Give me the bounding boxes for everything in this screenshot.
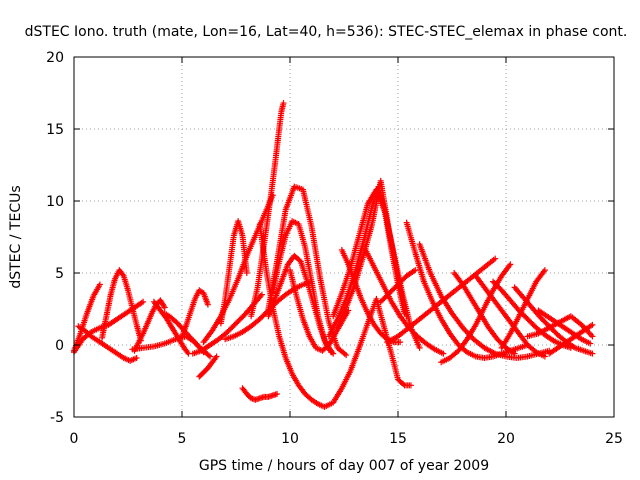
series-track xyxy=(256,221,414,410)
x-axis-label: GPS time / hours of day 007 of year 2009 xyxy=(199,458,489,474)
data-point xyxy=(589,321,596,328)
chart-title: dSTEC Iono. truth (mate, Lon=16, Lat=40,… xyxy=(25,24,628,40)
x-tick-labels: 0 5 10 15 20 25 xyxy=(70,431,623,447)
series-track xyxy=(416,241,553,361)
series-track xyxy=(217,218,250,327)
data-point xyxy=(96,281,103,288)
data-point xyxy=(587,340,594,347)
data-point xyxy=(330,350,337,357)
data-point xyxy=(133,354,140,361)
series-track xyxy=(196,353,220,380)
data-point xyxy=(407,382,414,389)
series-track xyxy=(248,100,287,320)
series-track xyxy=(75,323,140,364)
data-point xyxy=(205,352,212,359)
data-point xyxy=(400,381,407,388)
series-track xyxy=(330,186,423,351)
x-tick-label: 20 xyxy=(497,431,515,447)
series-track xyxy=(99,267,144,344)
series-track xyxy=(451,270,518,357)
data-point xyxy=(440,350,447,357)
data-point xyxy=(588,331,595,338)
plot-frame xyxy=(73,56,615,418)
data-point xyxy=(213,353,220,360)
series-track xyxy=(384,255,499,346)
data-point xyxy=(541,353,548,360)
series-track xyxy=(377,267,419,305)
data-point xyxy=(586,330,593,337)
data-point xyxy=(280,100,287,107)
series-track xyxy=(265,183,350,359)
data-points xyxy=(71,100,596,410)
data-point xyxy=(258,291,265,298)
y-tick-label: 5 xyxy=(55,266,64,282)
y-tick-label: 20 xyxy=(46,50,64,66)
data-point xyxy=(507,261,514,268)
data-point xyxy=(511,350,518,357)
y-tick-label: -5 xyxy=(50,410,64,426)
data-point xyxy=(308,278,315,285)
data-point xyxy=(541,267,548,274)
series-track xyxy=(524,313,596,340)
x-tick-label: 0 xyxy=(70,431,79,447)
series-track xyxy=(179,287,211,340)
data-point xyxy=(397,339,404,346)
x-tick-label: 10 xyxy=(281,431,299,447)
y-tick-label: 15 xyxy=(46,122,64,138)
data-point xyxy=(243,270,250,276)
y-axis-label: dSTEC / TECUs xyxy=(8,185,24,288)
data-point xyxy=(343,352,350,359)
series-track xyxy=(239,385,281,403)
data-point xyxy=(161,304,168,311)
data-point xyxy=(416,344,423,351)
data-point xyxy=(140,298,147,305)
series-track xyxy=(438,261,514,366)
data-point xyxy=(207,353,214,360)
x-tick-label: 25 xyxy=(605,431,623,447)
grid-lines xyxy=(74,57,614,417)
data-point xyxy=(589,333,596,340)
x-tick-label: 5 xyxy=(178,431,187,447)
data-point xyxy=(589,350,596,357)
data-point xyxy=(492,255,499,262)
axis-ticks xyxy=(73,56,615,418)
y-tick-label: 10 xyxy=(46,194,64,210)
data-point xyxy=(412,267,419,274)
y-tick-labels: -5 0 5 10 15 20 xyxy=(46,50,64,426)
data-point xyxy=(204,301,211,308)
x-tick-label: 15 xyxy=(389,431,407,447)
series-track xyxy=(498,267,548,351)
y-tick-label: 0 xyxy=(55,338,64,354)
data-point xyxy=(274,390,281,397)
